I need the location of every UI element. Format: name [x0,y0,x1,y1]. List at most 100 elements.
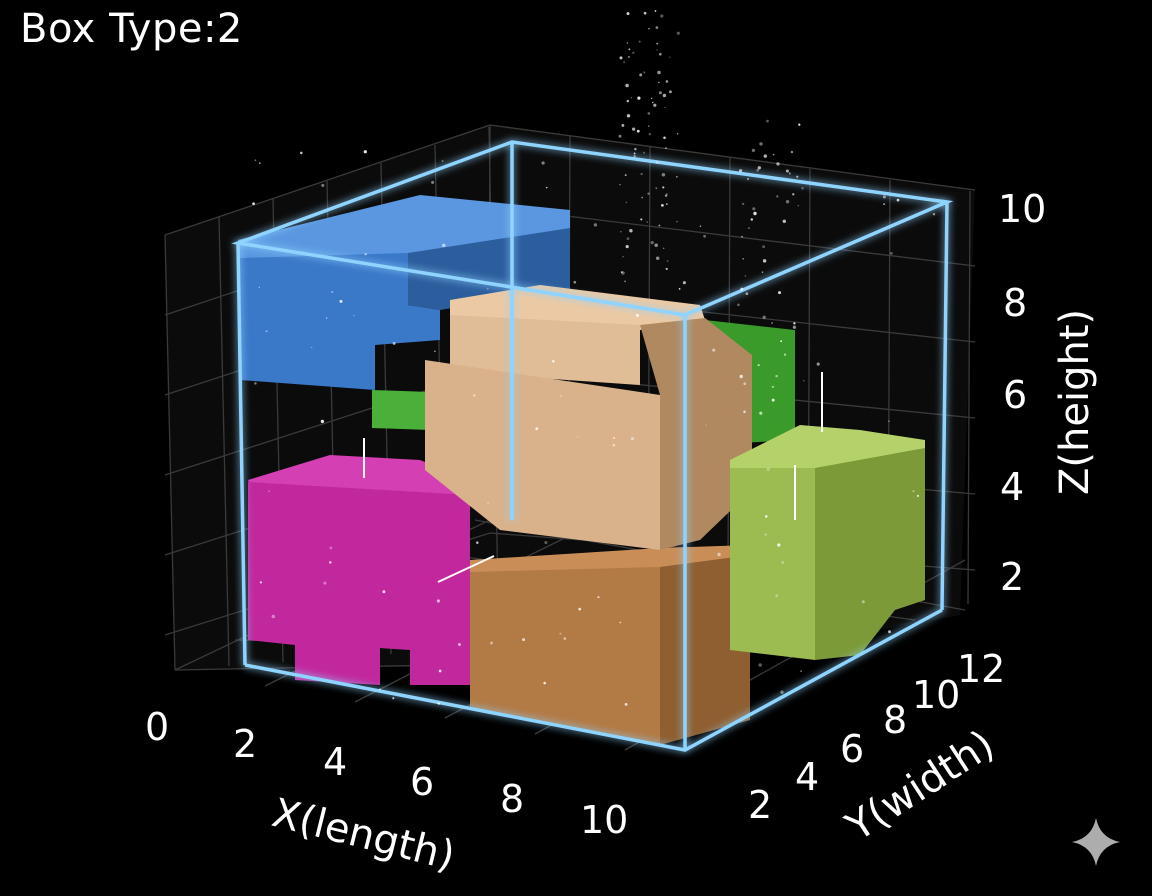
container-bottom-face [244,608,943,752]
particle [597,596,600,599]
particle [258,162,261,164]
particle [626,237,630,241]
particle [576,435,579,438]
particle [785,169,789,173]
particle [364,252,367,256]
particle [638,40,641,43]
particle [622,255,624,258]
particle [654,243,658,248]
particle [699,225,702,228]
particle [766,467,770,471]
container-edge-fl [236,242,247,666]
container-wireframe [231,140,954,752]
y-tick-4: 4 [795,755,819,799]
particle [777,543,781,547]
x-tick-2: 2 [233,722,257,766]
particle [883,203,885,205]
particle [762,245,766,249]
particle [438,669,442,673]
grid-line-right-h [489,124,976,191]
particle [661,172,666,177]
particle [752,207,756,211]
particle [788,172,791,175]
particle [254,382,257,385]
particle [666,260,669,262]
particle [442,243,446,248]
particle [573,280,577,284]
particle [486,287,489,290]
particle [737,303,740,307]
particle [658,81,660,84]
particle [861,600,865,604]
particle [656,49,658,51]
particle [741,235,743,238]
particle [618,134,622,138]
particle [625,83,629,88]
particle [896,198,900,202]
particle [763,154,767,158]
particle [265,330,268,333]
x-tick-4: 4 [323,740,347,784]
particle [621,123,625,127]
particle [437,702,440,705]
particle [379,688,381,691]
particle [664,194,668,197]
particle [776,195,779,198]
particle [771,398,775,402]
particle [545,186,548,189]
particle [743,410,746,414]
particle [619,621,622,624]
object-tan-upper-front [450,315,640,385]
x-tick-6: 6 [410,760,434,804]
particle [778,291,781,295]
particle [712,348,716,352]
particle [758,663,762,667]
y-tick-10: 10 [912,673,960,717]
particle [658,224,661,227]
particle [641,196,643,199]
particle [771,322,773,324]
particle [676,132,679,135]
particle [660,14,664,18]
particle [620,231,622,233]
particle [816,362,820,366]
object-tan [425,285,752,550]
particle [775,594,779,598]
object-magenta-top [248,455,470,495]
particle [771,385,775,389]
particle [544,540,548,545]
particle [780,690,784,694]
particle [541,161,545,165]
particle [329,546,333,550]
particle [757,363,760,367]
particle [775,374,778,378]
z-tick-2: 2 [1000,555,1024,599]
particle [625,245,629,249]
particle [757,166,761,170]
particle [744,275,747,277]
particle [759,411,763,415]
particle [742,258,744,260]
sparkle-watermark-icon [1072,818,1120,866]
particle [321,183,325,187]
particle [625,201,628,204]
particle [560,395,562,397]
particle [363,150,367,154]
particle [665,80,669,83]
particle [626,114,631,118]
particle [662,186,665,189]
particle [648,132,652,136]
particle [796,175,799,178]
particle [487,502,489,504]
particle [665,267,668,270]
particle [643,71,646,74]
particle [664,106,666,109]
y-tick-8: 8 [883,698,907,742]
particle [619,56,623,60]
particle [323,581,327,585]
z-axis-label: Z(height) [1052,309,1098,495]
grid-line-right-h [489,205,976,267]
particle [613,437,615,439]
particle [640,218,643,221]
